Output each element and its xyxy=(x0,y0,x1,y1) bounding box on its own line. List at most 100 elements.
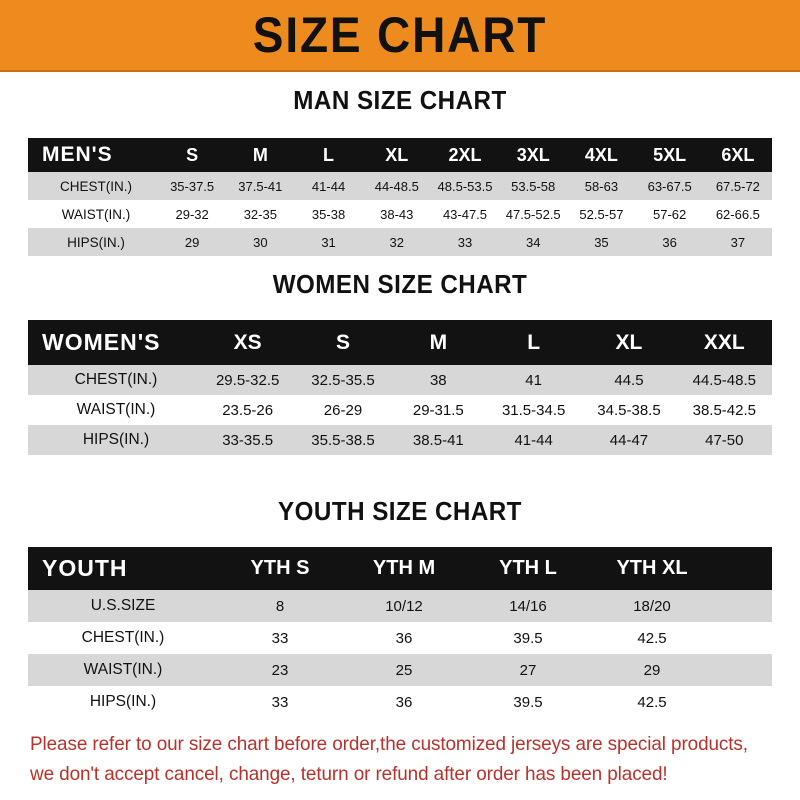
youth-cell-value: 42.5 xyxy=(637,693,667,711)
youth-table-header-row: YOUTH YTH S YTH M YTH L YTH XL xyxy=(28,547,772,590)
youth-cell-value: 14/16 xyxy=(509,597,547,615)
youth-cell-value: 36 xyxy=(395,629,413,647)
women-cell-value: 35.5-38.5 xyxy=(311,431,375,449)
order-notice-line-2: we don't accept cancel, change, teturn o… xyxy=(30,763,668,785)
youth-cell-value: 39.5 xyxy=(513,693,543,711)
women-cell-value: 34.5-38.5 xyxy=(597,401,661,419)
women-table-header-row: WOMEN'S XS S M L XL XXL xyxy=(28,320,772,365)
man-cell-value: 62-66.5 xyxy=(715,206,760,222)
table-row: U.S.SIZE 8 10/12 14/16 18/20 xyxy=(28,590,772,622)
table-row: CHEST(IN.) 29.5-32.5 32.5-35.5 38 41 44.5 44.5… xyxy=(28,365,772,395)
women-cell-value: 38.5-42.5 xyxy=(692,401,756,419)
man-cell-value: 34 xyxy=(525,234,541,250)
youth-cell-value: 42.5 xyxy=(637,629,667,647)
women-section-title: WOMEN SIZE CHART xyxy=(272,269,528,299)
man-cell-value: 35 xyxy=(594,234,609,250)
man-cell-value: 48.5-53.5 xyxy=(437,178,493,194)
women-row-label: HIPS(IN.) xyxy=(82,431,150,448)
man-header-label: MEN'S xyxy=(42,143,113,166)
women-cell-value: 29.5-32.5 xyxy=(215,371,280,389)
man-cell-value: 29-32 xyxy=(175,206,209,222)
women-row-label: CHEST(IN.) xyxy=(74,371,158,388)
youth-section-title: YOUTH SIZE CHART xyxy=(278,496,522,526)
man-cell-value: 31 xyxy=(321,234,336,250)
man-section-title: MAN SIZE CHART xyxy=(293,85,507,115)
table-row: CHEST(IN.) 33 36 39.5 42.5 xyxy=(28,622,772,654)
table-row: WAIST(IN.) 29-32 32-35 35-38 38-43 43-47.5 47.… xyxy=(28,200,772,228)
page-title: SIZE CHART xyxy=(252,7,548,63)
man-cell-value: 35-37.5 xyxy=(170,178,215,194)
youth-size-table: YOUTH YTH S YTH M YTH L YTH XL U.S.SIZE 8 10/12… xyxy=(28,547,772,718)
youth-header-size: YTH M xyxy=(372,557,436,579)
youth-row-label: U.S.SIZE xyxy=(90,597,156,614)
man-cell-value: 29 xyxy=(184,234,200,250)
women-cell-value: 23.5-26 xyxy=(222,401,274,419)
man-row-label: HIPS(IN.) xyxy=(67,234,125,250)
table-row: WAIST(IN.) 23.5-26 26-29 29-31.5 31.5-34.5 34… xyxy=(28,395,772,425)
page-banner: SIZE CHART xyxy=(0,0,800,72)
women-header-size: S xyxy=(335,330,350,354)
table-row: CHEST(IN.) 35-37.5 37.5-41 41-44 44-48.5 48.5… xyxy=(28,172,772,200)
man-cell-value: 41-44 xyxy=(311,178,346,194)
women-cell-value: 47-50 xyxy=(705,431,744,449)
youth-header-label: YOUTH xyxy=(42,555,128,581)
man-header-size: 3XL xyxy=(516,144,550,165)
women-cell-value: 44-47 xyxy=(609,431,649,449)
man-size-table: MEN'S S M L XL 2XL 3XL 4XL 5XL 6XL CHEST(IN.) 35-37… xyxy=(28,138,772,256)
man-header-size: 2XL xyxy=(448,144,482,165)
table-row: WAIST(IN.) 23 25 27 29 xyxy=(28,654,772,686)
man-cell-value: 43-47.5 xyxy=(442,206,488,222)
women-cell-value: 29-31.5 xyxy=(412,401,464,419)
man-header-size: XL xyxy=(385,144,409,165)
man-cell-value: 37 xyxy=(730,234,746,250)
man-cell-value: 58-63 xyxy=(584,178,619,194)
man-cell-value: 38-43 xyxy=(380,206,414,222)
women-cell-value: 41-44 xyxy=(514,431,553,449)
table-row: HIPS(IN.) 29 30 31 32 33 34 35 36 37 xyxy=(28,228,772,256)
man-cell-value: 35-38 xyxy=(311,206,346,222)
man-header-size: L xyxy=(323,144,335,165)
man-cell-value: 30 xyxy=(253,234,268,250)
man-header-size: M xyxy=(252,144,268,165)
women-cell-value: 38 xyxy=(429,371,447,389)
man-cell-value: 33 xyxy=(457,234,473,250)
youth-header-size: YTH S xyxy=(250,557,310,579)
order-notice: Please refer to our size chart before or… xyxy=(30,729,756,789)
youth-header-size: YTH XL xyxy=(616,557,688,579)
youth-cell-value: 18/20 xyxy=(633,597,671,615)
man-header-size: 6XL xyxy=(721,144,755,165)
youth-cell-value: 29 xyxy=(643,661,661,679)
women-cell-value: 38.5-41 xyxy=(412,431,464,449)
youth-cell-value: 8 xyxy=(275,597,285,615)
man-row-label: CHEST(IN.) xyxy=(60,178,132,194)
man-cell-value: 53.5-58 xyxy=(511,178,556,194)
youth-cell-value: 33 xyxy=(271,693,289,711)
man-cell-value: 47.5-52.5 xyxy=(505,206,561,222)
women-cell-value: 33-35.5 xyxy=(222,431,274,449)
youth-row-label: HIPS(IN.) xyxy=(89,693,157,710)
man-cell-value: 36 xyxy=(662,234,677,250)
women-header-label: WOMEN'S xyxy=(42,329,161,355)
women-header-size: XS xyxy=(233,330,262,354)
man-cell-value: 52.5-57 xyxy=(579,206,624,222)
women-header-size: XXL xyxy=(703,330,745,354)
women-header-size: M xyxy=(429,330,448,354)
man-row-label: WAIST(IN.) xyxy=(61,206,131,222)
man-table-header-row: MEN'S S M L XL 2XL 3XL 4XL 5XL 6XL xyxy=(28,138,772,172)
man-cell-value: 63-67.5 xyxy=(647,178,692,194)
women-size-table: WOMEN'S XS S M L XL XXL CHEST(IN.) 29.5-32.5 32.5… xyxy=(28,320,772,455)
man-cell-value: 67.5-72 xyxy=(715,178,760,194)
youth-row-label: CHEST(IN.) xyxy=(81,629,165,646)
women-cell-value: 26-29 xyxy=(323,401,363,419)
youth-header-size: YTH L xyxy=(499,557,557,579)
man-cell-value: 44-48.5 xyxy=(374,178,419,194)
man-header-size: S xyxy=(186,144,199,165)
women-header-size: XL xyxy=(615,330,643,354)
women-cell-value: 32.5-35.5 xyxy=(311,371,375,389)
youth-cell-value: 27 xyxy=(519,661,537,679)
youth-cell-value: 33 xyxy=(271,629,289,647)
women-row-label: WAIST(IN.) xyxy=(76,401,156,418)
youth-cell-value: 23 xyxy=(271,661,289,679)
women-cell-value: 44.5 xyxy=(614,371,644,389)
